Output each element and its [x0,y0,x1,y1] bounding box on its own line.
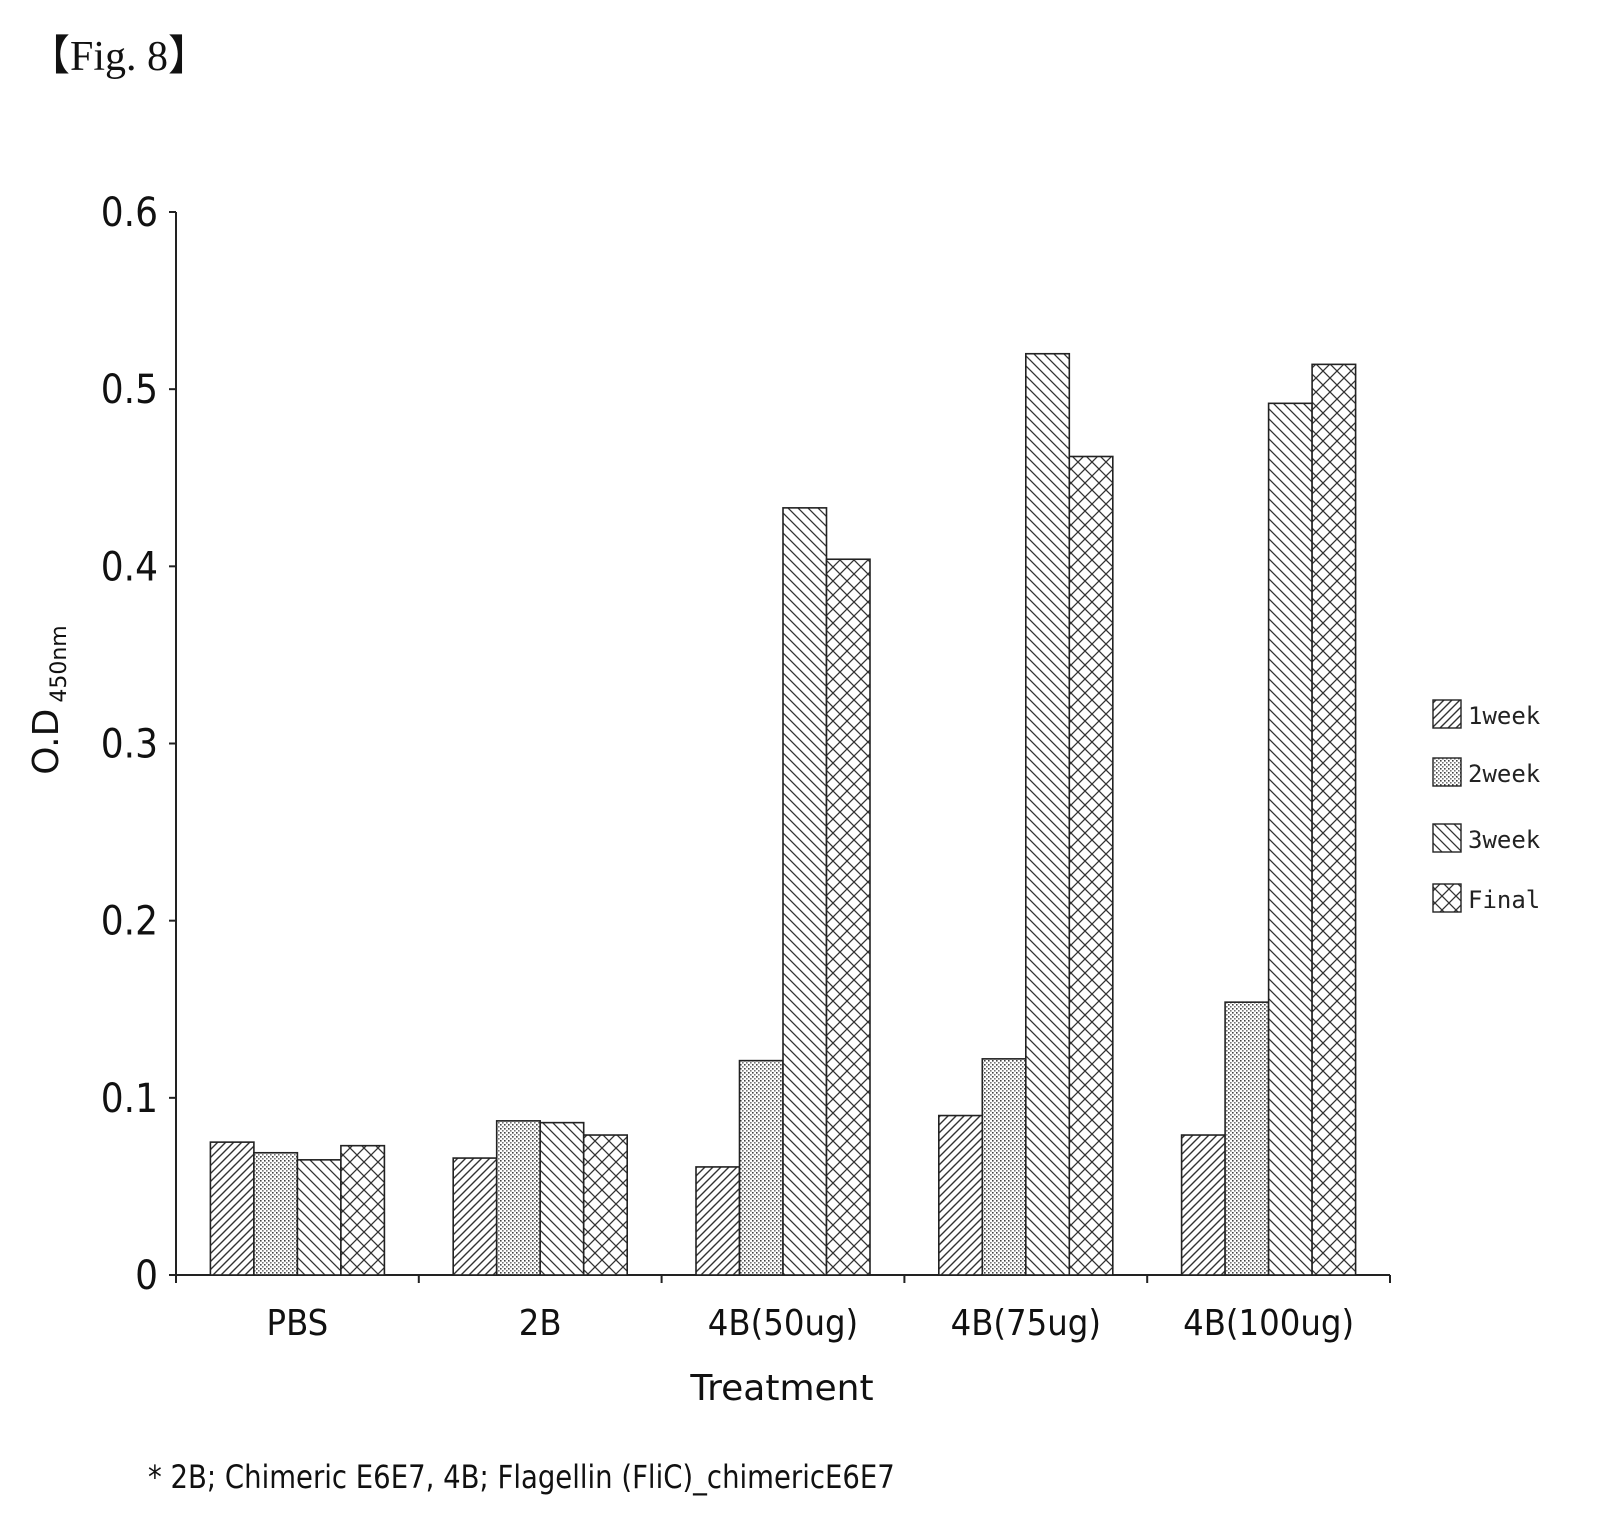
bar-2week-2b [495,1120,542,1276]
bar-3week-pbs [296,1159,342,1276]
bar-final-4b100ug [1311,363,1357,1276]
category-labels: PBS 2B 4B(50ug) 4B(75ug) 4B(100ug) [267,1303,1355,1344]
bars [209,352,1357,1276]
bar-final-2b [582,1134,629,1276]
bar-1week-4b100ug [1180,1134,1226,1276]
y-tick-label: 0.6 [101,190,158,236]
bar-3week-2b [539,1121,585,1276]
bar-3week-4b50ug [782,507,828,1276]
bar-1week-4b75ug [937,1114,984,1276]
legend-label-2week: 2week [1468,760,1541,788]
y-tick-label: 0.4 [101,544,158,590]
bar-2week-4b100ug [1224,1001,1270,1276]
y-tick-label: 0.3 [101,722,158,768]
bar-3week-4b100ug [1267,402,1313,1276]
legend-swatch-3week [1432,823,1462,853]
legend-label-final: Final [1468,886,1540,914]
y-tick-label: 0.5 [101,367,158,413]
bar-chart: 0 0.1 0.2 0.3 0.4 0.5 0.6 PBS 2B 4B(50ug) 4B(75ug… [26,190,1541,1409]
y-axis-title-main: O.D [26,709,67,775]
y-tick-label: 0.1 [101,1076,158,1122]
svg-text:O.D450nm: O.D 450nm [26,625,72,774]
category-label: 4B(75ug) [951,1303,1101,1344]
y-tick-label: 0 [135,1253,158,1299]
category-label: 2B [519,1303,562,1344]
legend-swatch-final [1432,883,1462,913]
category-label: 4B(100ug) [1183,1303,1354,1344]
legend-label-3week: 3week [1468,826,1541,854]
figure-label: 【Fig. 8】 [28,34,211,80]
category-label: PBS [267,1303,329,1344]
bar-2week-4b75ug [981,1058,1027,1276]
bar-2week-pbs [253,1151,299,1276]
bar-1week-4b50ug [695,1166,741,1276]
y-ticks: 0 0.1 0.2 0.3 0.4 0.5 0.6 [101,190,176,1299]
legend: 1week 2week 3week Final [1432,699,1541,914]
bar-3week-4b75ug [1025,352,1071,1276]
x-ticks [175,1275,1391,1283]
legend-swatch-2week [1432,757,1462,787]
bar-final-pbs [340,1144,386,1276]
bar-1week-2b [452,1157,498,1276]
category-label: 4B(50ug) [708,1303,858,1344]
bar-final-4b75ug [1068,455,1114,1276]
legend-swatch-1week [1432,699,1462,729]
y-axis-title-subscript: 450nm [47,625,72,702]
bar-final-4b50ug [825,558,871,1276]
footnote: * 2B; Chimeric E6E7, 4B; Flagellin (FliC… [148,1458,895,1496]
y-tick-label: 0.2 [101,899,158,945]
y-axis-title: O.D 450nm [26,625,72,774]
bar-1week-pbs [209,1141,255,1276]
legend-label-1week: 1week [1468,702,1541,730]
x-axis-title: Treatment [689,1368,873,1409]
bar-2week-4b50ug [738,1059,784,1276]
